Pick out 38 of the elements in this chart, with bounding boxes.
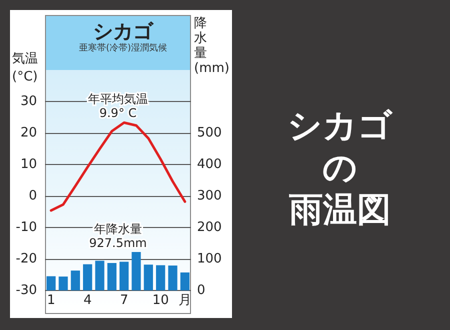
y2-tick-label: 0: [197, 282, 206, 298]
text: 雨温図: [288, 190, 391, 230]
y2-axis-title: 降水量(mm): [194, 16, 230, 76]
line-series: [50, 121, 186, 212]
x-tick-label: 月: [178, 293, 192, 308]
y-tick-label: 10: [20, 157, 37, 172]
x-tick-label: 10: [152, 293, 169, 308]
bar: [132, 252, 141, 290]
y-tick-label: -10: [16, 220, 37, 235]
y2-tick-label: 500: [197, 126, 222, 141]
y-tick-label: -30: [16, 282, 37, 298]
x-tick-label: 4: [83, 293, 92, 308]
bar: [120, 262, 129, 290]
y2-tick-label: 400: [197, 157, 222, 172]
x-tick-label: 7: [120, 293, 128, 308]
y-tick-label: 0: [28, 188, 37, 204]
bar: [83, 264, 92, 290]
bar: [168, 266, 178, 290]
bar: [95, 260, 104, 290]
y2-tick-label: 100: [197, 251, 222, 266]
bar: [46, 276, 56, 290]
bar: [156, 265, 166, 290]
y-tick-label: 30: [20, 94, 37, 110]
bar: [70, 270, 80, 290]
text: シカゴ: [288, 106, 394, 146]
chart-title: シカゴ: [93, 19, 154, 43]
text: の: [322, 148, 358, 188]
bar: [58, 276, 68, 290]
bar: [107, 263, 116, 290]
bar: [144, 264, 153, 290]
y-axis-title: 気温(°C): [12, 52, 38, 84]
y-tick-label: 20: [20, 126, 37, 141]
bar: [180, 272, 190, 290]
y2-tick-label: 200: [197, 220, 222, 235]
x-tick-label: 1: [46, 293, 56, 308]
text: 亜寒帯(冷帯)湿潤気候: [78, 42, 168, 54]
y-tick-label: -20: [16, 251, 37, 266]
y2-tick-label: 300: [197, 188, 222, 204]
